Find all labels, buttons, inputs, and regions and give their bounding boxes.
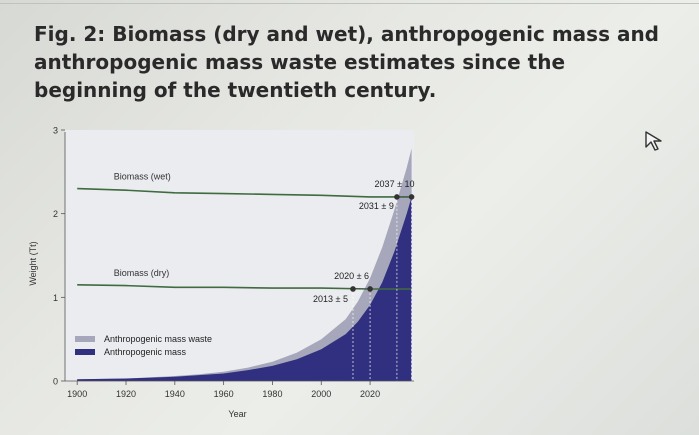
- series-label-biomass-dry-: Biomass (dry): [114, 268, 170, 278]
- annotations: 2037 ± 10 2031 ± 9 2020 ± 6 2013 ± 5: [313, 179, 415, 381]
- legend-label-0: Anthropogenic mass waste: [104, 334, 212, 344]
- x-axis-label: Year: [228, 409, 246, 419]
- line-series: Biomass (wet) Biomass (dry): [77, 172, 412, 290]
- area-anthropogenic-mass: [77, 196, 412, 381]
- y-tick-label-3: 3: [53, 126, 58, 136]
- y-tick-label-1: 1: [53, 293, 58, 303]
- x-tick-label-1920: 1920: [116, 389, 136, 399]
- crossover-point-2031: [394, 194, 400, 200]
- legend-label-1: Anthropogenic mass: [104, 347, 187, 357]
- crossover-point-2020: [367, 286, 373, 292]
- mouse-pointer-icon: [645, 131, 662, 151]
- annotation-label-2013: 2013 ± 5: [313, 294, 348, 304]
- legend-swatch-1: [75, 349, 95, 355]
- axes: 0 1 2 3 1900 1920 1940 1960 1980 2000 2020 Year Weig…: [28, 126, 414, 419]
- x-tick-label-2020: 2020: [360, 389, 380, 399]
- line-biomass-dry-: [77, 284, 412, 290]
- annotation-label-2037: 2037 ± 10: [375, 179, 415, 189]
- x-tick-label-1960: 1960: [214, 389, 234, 399]
- legend-swatch-0: [75, 336, 95, 342]
- y-axis-label: Weight (Tt): [28, 241, 38, 285]
- figure-title: Fig. 2: Biomass (dry and wet), anthropog…: [34, 22, 659, 102]
- x-tick-label-1900: 1900: [67, 389, 87, 399]
- annotation-label-2020: 2020 ± 6: [334, 271, 369, 281]
- crossover-point-2037: [408, 194, 415, 200]
- x-tick-label-2000: 2000: [311, 389, 331, 399]
- y-tick-label-0: 0: [53, 377, 58, 387]
- annotation-label-2031: 2031 ± 9: [359, 201, 394, 211]
- top-rule: [0, 3, 699, 4]
- y-tick-label-2: 2: [53, 209, 58, 219]
- area-series: [77, 148, 412, 381]
- x-tick-label-1980: 1980: [262, 389, 282, 399]
- crossover-point-2013: [350, 286, 356, 292]
- x-tick-label-1940: 1940: [165, 389, 185, 399]
- legend: Anthropogenic mass waste Anthropogenic ma…: [75, 334, 212, 357]
- line-biomass-wet-: [77, 187, 412, 198]
- series-label-biomass-wet-: Biomass (wet): [114, 172, 171, 182]
